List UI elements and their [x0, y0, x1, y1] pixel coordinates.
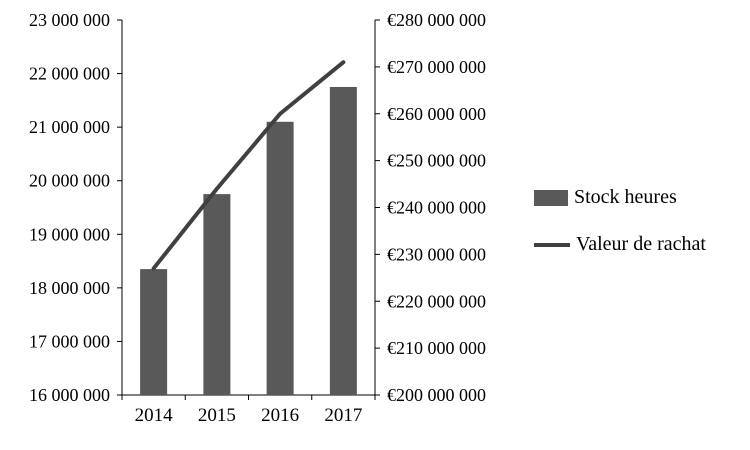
bar-2014	[140, 269, 168, 395]
left-axis-tick-label: 20 000 000	[29, 171, 110, 191]
bar-2017	[329, 86, 357, 395]
right-axis-tick-label: €230 000 000	[387, 244, 486, 264]
right-axis-tick-label: €220 000 000	[387, 291, 486, 311]
right-axis-tick-label: €250 000 000	[387, 151, 486, 171]
left-axis-tick-label: 22 000 000	[29, 64, 110, 84]
left-axis-tick-label: 16 000 000	[29, 385, 110, 405]
line-valeur-de-rachat	[151, 60, 346, 271]
bar-2015	[203, 194, 231, 395]
right-axis-tick-label: €280 000 000	[387, 10, 486, 30]
left-axis-tick-label: 18 000 000	[29, 278, 110, 298]
right-axis-tick-label: €270 000 000	[387, 57, 486, 77]
x-axis-category-label: 2017	[324, 405, 362, 426]
left-axis-tick-label: 17 000 000	[29, 331, 110, 351]
left-axis-tick-label: 21 000 000	[29, 117, 110, 137]
legend-item-stock-heures: Stock heures	[534, 186, 706, 209]
line-series-swatch-icon	[534, 242, 570, 247]
bar-series-swatch-icon	[534, 189, 568, 206]
right-axis-tick-label: €240 000 000	[387, 198, 486, 218]
x-axis-category-label: 2016	[261, 405, 299, 426]
left-axis-tick-label: 19 000 000	[29, 224, 110, 244]
x-axis-category-label: 2015	[198, 405, 236, 426]
right-axis-tick-label: €210 000 000	[387, 338, 486, 358]
legend-item-valeur-de-rachat: Valeur de rachat	[534, 233, 706, 256]
legend-label-valeur-de-rachat: Valeur de rachat	[576, 233, 706, 255]
legend: Stock heures Valeur de rachat	[534, 186, 706, 256]
left-axis-tick-label: 23 000 000	[29, 10, 110, 30]
bar-2016	[266, 121, 294, 396]
right-axis-tick-label: €200 000 000	[387, 385, 486, 405]
right-axis-tick-label: €260 000 000	[387, 104, 486, 124]
legend-label-stock-heures: Stock heures	[574, 186, 677, 208]
x-axis-category-label: 2014	[135, 405, 174, 426]
